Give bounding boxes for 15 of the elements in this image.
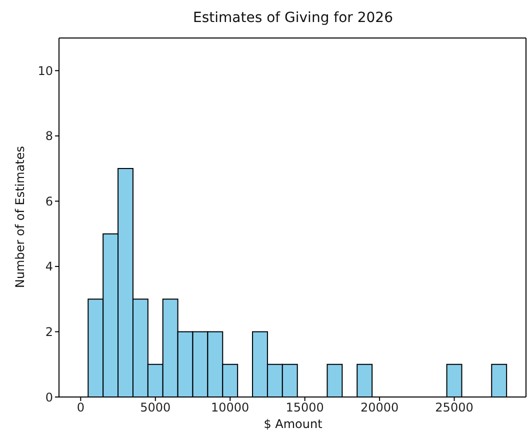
y-tick-label: 10 xyxy=(38,64,53,78)
y-tick-label: 0 xyxy=(45,390,53,404)
x-tick-label: 15000 xyxy=(286,400,324,415)
chart-title: Estimates of Giving for 2026 xyxy=(192,10,394,26)
x-tick-label: 20000 xyxy=(360,400,399,415)
x-tick-label: 5000 xyxy=(140,400,171,415)
y-tick-label: 8 xyxy=(45,129,53,144)
y-axis-title: Number of of Estimates xyxy=(13,146,27,288)
x-tick-label: 25000 xyxy=(435,400,474,415)
y-tick-label: 4 xyxy=(45,260,53,274)
x-tick-label: 10000 xyxy=(211,400,250,415)
x-tick-label: 0 xyxy=(76,400,84,415)
y-tick-label: 2 xyxy=(45,324,53,339)
x-axis-title: $ Amount xyxy=(262,417,324,431)
y-tick-label: 6 xyxy=(45,194,53,208)
